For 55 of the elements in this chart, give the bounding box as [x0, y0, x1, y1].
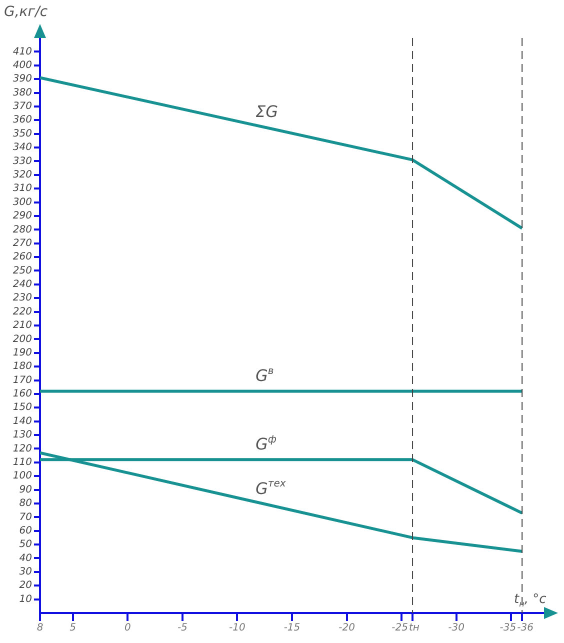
y-tick-label: 90	[19, 484, 32, 496]
y-tick-label: 290	[12, 210, 32, 222]
y-tick-label: 230	[12, 292, 32, 304]
y-tick-label: 10	[19, 594, 32, 605]
y-tick-label: 210	[12, 320, 32, 332]
x-tick-label: -10	[229, 622, 246, 634]
y-tick-label: 20	[19, 580, 32, 592]
x-tick-label: tн	[409, 622, 420, 634]
y-tick-label: 100	[12, 470, 32, 482]
x-tick-label: -15	[284, 622, 300, 634]
y-tick-label: 180	[12, 361, 32, 372]
y-tick-label: 280	[12, 224, 32, 236]
y-tick-label: 240	[12, 279, 32, 290]
y-tick-label: 330	[12, 156, 32, 167]
y-tick-label: 390	[12, 74, 32, 85]
y-tick-label: 300	[12, 196, 32, 208]
y-tick-label: 270	[12, 238, 32, 249]
y-tick-label: 50	[19, 539, 32, 550]
y-tick-label: 410	[12, 46, 32, 58]
x-tick-label: -30	[448, 622, 465, 634]
x-tick-label: -36	[517, 622, 534, 634]
x-tick-label: -20	[338, 622, 355, 634]
y-tick-label: 130	[12, 430, 32, 441]
x-tick-label: -35	[500, 622, 516, 634]
y-tick-label: 250	[12, 265, 32, 276]
x-tick-label: -25	[392, 622, 408, 634]
y-tick-label: 380	[12, 87, 32, 98]
y-tick-label: 70	[19, 512, 32, 523]
y-tick-label: 260	[12, 252, 32, 263]
y-tick-label: 160	[12, 388, 32, 400]
y-tick-label: 30	[19, 566, 32, 578]
y-tick-label: 110	[12, 457, 32, 468]
y-tick-label: 150	[12, 402, 32, 414]
y-tick-label: 350	[12, 128, 32, 140]
y-tick-label: 220	[12, 306, 32, 318]
y-tick-label: 170	[12, 374, 32, 386]
y-tick-label: 360	[12, 114, 32, 126]
x-tick-label: 8	[36, 622, 44, 634]
y-tick-label: 200	[12, 334, 32, 345]
x-tick-label: 5	[70, 622, 76, 634]
y-tick-label: 80	[19, 498, 32, 510]
y-tick-label: 60	[19, 525, 32, 536]
y-tick-label: 400	[12, 60, 32, 71]
x-tick-label: -5	[177, 622, 188, 634]
series-label: ΣG	[256, 102, 278, 121]
y-tick-label: 340	[12, 142, 32, 154]
y-tick-label: 140	[12, 416, 32, 427]
y-tick-label: 370	[12, 101, 32, 112]
x-tick-label: 0	[124, 622, 131, 634]
y-axis-title: G,кг/с	[4, 4, 48, 20]
y-tick-label: 310	[12, 183, 32, 194]
y-tick-label: 120	[12, 443, 32, 454]
y-tick-label: 40	[19, 552, 32, 564]
y-tick-label: 320	[12, 170, 32, 180]
y-tick-label: 190	[12, 347, 32, 358]
